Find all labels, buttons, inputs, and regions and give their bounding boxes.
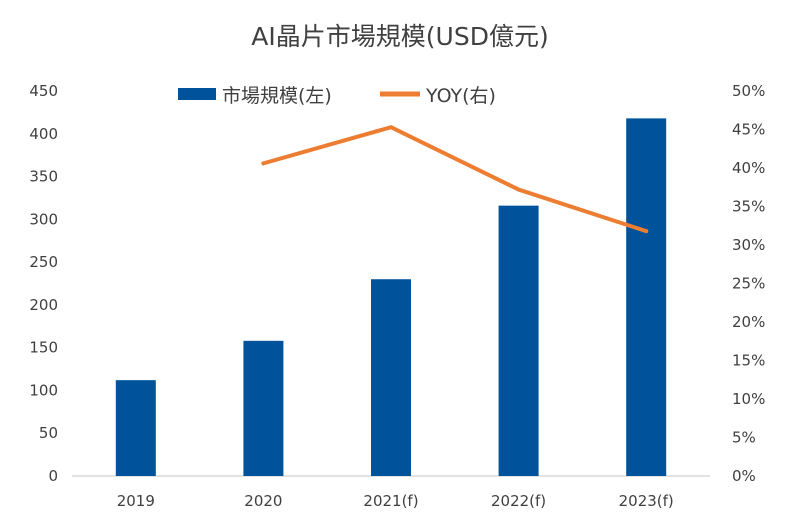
x-tick-label: 2022(f) (491, 492, 546, 510)
y-left-tick-label: 50 (39, 424, 58, 442)
yoy-point (389, 125, 393, 130)
yoy-line (261, 125, 649, 234)
x-tick-label: 2020 (244, 492, 282, 510)
bar (626, 118, 667, 476)
legend: 市場規模(左) YOY(右) (178, 85, 496, 107)
x-axis: 2019 2020 2021(f) 2022(f) 2023(f) (117, 492, 674, 510)
y-right-tick-label: 5% (732, 429, 756, 447)
y-left-tick-label: 200 (29, 296, 58, 314)
y-left-tick-label: 0 (48, 467, 58, 485)
x-tick-label: 2019 (117, 492, 155, 510)
y-axis-right: 0% 5% 10% 15% 20% 25% 30% 35% 40% 45% 50% (732, 82, 765, 485)
y-axis-left: 0 50 100 150 200 250 300 350 400 450 (29, 82, 58, 485)
y-left-tick-label: 300 (29, 210, 58, 228)
bar-series (115, 118, 667, 476)
line-series (261, 125, 649, 234)
yoy-point (261, 161, 266, 166)
y-right-tick-label: 45% (732, 121, 765, 139)
legend-bar-label: 市場規模(左) (222, 85, 332, 107)
y-right-tick-label: 10% (732, 390, 765, 408)
bar (371, 279, 411, 476)
y-left-tick-label: 250 (29, 253, 58, 271)
y-left-tick-label: 150 (29, 339, 58, 357)
y-right-tick-label: 15% (732, 352, 765, 370)
y-left-tick-label: 350 (29, 168, 58, 186)
y-right-tick-label: 35% (732, 198, 765, 216)
bar (243, 340, 284, 476)
y-right-tick-label: 50% (732, 82, 765, 100)
bar (115, 380, 156, 476)
yoy-point (516, 187, 521, 192)
chart-title: AI晶片市場規模(USD億元) (251, 22, 548, 51)
yoy-point (644, 229, 649, 234)
y-right-tick-label: 40% (732, 159, 765, 177)
x-tick-label: 2023(f) (619, 492, 674, 510)
y-right-tick-label: 25% (732, 275, 765, 293)
y-left-tick-label: 100 (29, 381, 58, 399)
x-tick-label: 2021(f) (363, 492, 418, 510)
y-right-tick-label: 0% (732, 467, 756, 485)
y-right-tick-label: 30% (732, 236, 765, 254)
bar (498, 205, 539, 476)
legend-bar-swatch (178, 88, 216, 100)
y-left-tick-label: 400 (29, 125, 58, 143)
y-right-tick-label: 20% (732, 313, 765, 331)
y-left-tick-label: 450 (29, 82, 58, 100)
legend-line-label: YOY(右) (425, 85, 496, 107)
